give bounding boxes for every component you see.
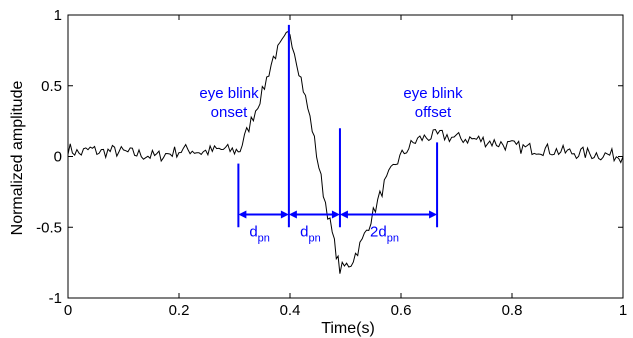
plot-frame: [67, 14, 624, 299]
signal-series: [67, 30, 624, 274]
annotations: dpn dpn 2dpn eye blink onset eye blink offset: [199, 24, 463, 245]
y-axis-label: Normalized amplitude: [9, 81, 26, 236]
y-tick-label: 0.5: [41, 78, 62, 95]
x-tick-label: 0.6: [391, 302, 412, 319]
onset-label: eye blink onset: [199, 85, 259, 121]
x-axis-label: Time(s): [321, 320, 375, 337]
arrowhead-left: [238, 210, 247, 219]
y-tick-label: 1: [54, 7, 62, 24]
signal-line: [67, 30, 624, 274]
offset-label: eye blink offset: [403, 85, 463, 121]
arrowhead-right: [331, 210, 340, 219]
x-tick-label: 0: [64, 302, 72, 319]
y-tick-label: -0.5: [36, 219, 62, 236]
interval-label: dpn: [249, 224, 270, 245]
x-tick-label: 0.4: [280, 302, 301, 319]
arrowhead-right: [280, 210, 289, 219]
x-tick-label: 0.8: [502, 302, 523, 319]
arrowhead-left: [339, 210, 348, 219]
y-tick-label: -1: [49, 290, 62, 307]
arrowhead-left: [288, 210, 297, 219]
x-tick-label: 1: [619, 302, 627, 319]
y-tick-label: 0: [54, 149, 62, 166]
x-tick-label: 0.2: [169, 302, 190, 319]
axes: 0 0.2 0.4 0.6 0.8 1 -1 -0.5 0 0.5 1: [36, 7, 627, 319]
arrowhead-right: [429, 210, 438, 219]
interval-label: dpn: [300, 224, 321, 245]
interval-label: 2dpn: [370, 224, 399, 245]
